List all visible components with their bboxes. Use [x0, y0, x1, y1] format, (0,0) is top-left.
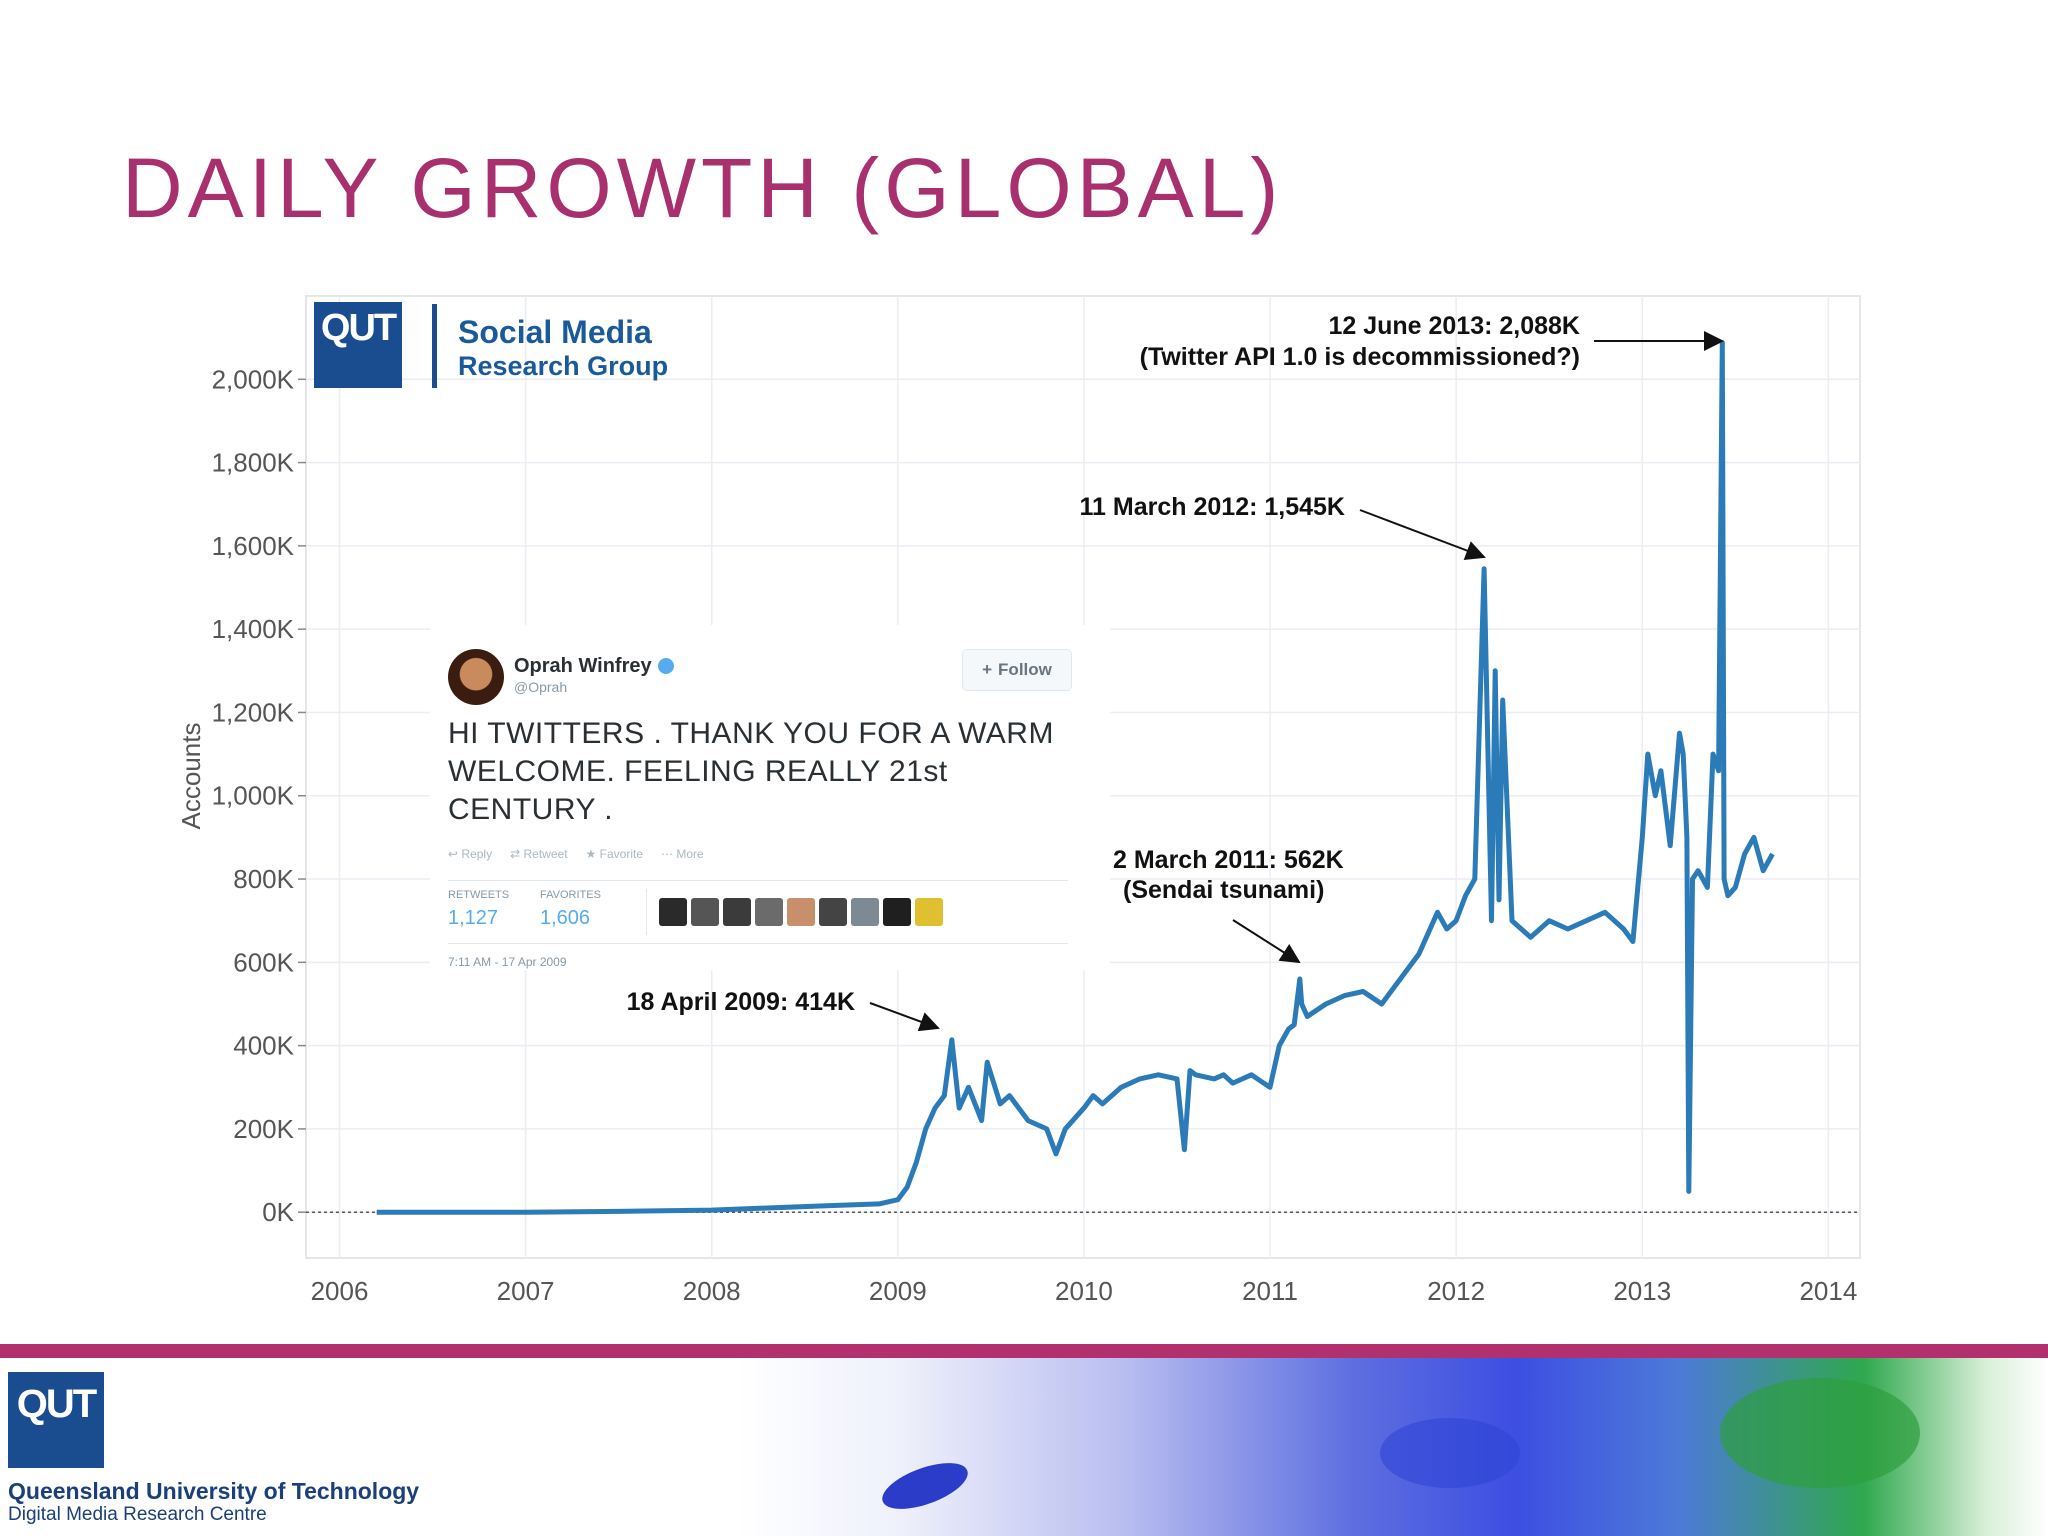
logo-divider: [432, 304, 437, 388]
avatar[interactable]: [691, 898, 719, 926]
logo-line1: Social Media: [458, 314, 652, 350]
follow-button[interactable]: + Follow: [962, 649, 1072, 691]
x-tick-label: 2008: [683, 1276, 741, 1306]
follow-icon: +: [982, 660, 993, 679]
y-tick-label: 600K: [233, 947, 294, 977]
avatar: [448, 649, 504, 705]
more-action[interactable]: ⋯ More: [661, 847, 704, 861]
footer-accent-bar: [0, 1344, 2048, 1358]
x-tick-label: 2014: [1799, 1276, 1857, 1306]
annotations: 12 June 2013: 2,088K (Twitter API 1.0 is…: [627, 312, 1580, 1016]
verified-icon: [657, 658, 674, 674]
x-axis-ticks: 2006 2007 2008 2009 2010 2011 2012 2013 2014: [311, 1276, 1858, 1306]
footer: QUT Queensland University of Technology …: [0, 1358, 2048, 1536]
y-axis-label: Accounts: [176, 723, 206, 830]
avatar[interactable]: [723, 898, 751, 926]
y-tick-label: 2,000K: [212, 364, 295, 394]
x-tick-label: 2007: [497, 1276, 555, 1306]
university-name: Queensland University of Technology: [8, 1478, 420, 1504]
star-icon: ★: [585, 847, 597, 861]
y-tick-label: 1,400K: [212, 614, 295, 644]
avatar[interactable]: [915, 898, 943, 926]
tweet-stats: RETWEETS 1,127 FAVORITES 1,606: [448, 880, 1068, 944]
tweet-author-name: Oprah Winfrey: [514, 655, 652, 677]
y-tick-label: 400K: [233, 1031, 294, 1061]
research-centre-name: Digital Media Research Centre: [8, 1504, 267, 1525]
x-tick-label: 2010: [1055, 1276, 1113, 1306]
retweet-action[interactable]: ⇄ Retweet: [510, 847, 567, 861]
follow-label: Follow: [998, 660, 1052, 679]
favorite-label: Favorite: [599, 847, 643, 861]
annotation-arrows: [869, 331, 1724, 1032]
decorative-splash: [1380, 1418, 1520, 1488]
y-tick-label: 200K: [233, 1114, 294, 1144]
logo-line2: Research Group: [458, 351, 668, 381]
avatar[interactable]: [787, 898, 815, 926]
annotation-2009: 18 April 2009: 414K: [627, 988, 855, 1016]
x-tick-label: 2012: [1427, 1276, 1485, 1306]
x-tick-label: 2009: [869, 1276, 927, 1306]
retweets-label: RETWEETS: [448, 889, 510, 901]
tweet-actions: ↩ Reply ⇄ Retweet ★ Favorite ⋯ More: [448, 847, 704, 861]
avatar[interactable]: [883, 898, 911, 926]
tweet-author: Oprah Winfrey: [514, 655, 674, 678]
annotation-2011-line2: (Sendai tsunami): [1123, 876, 1324, 904]
x-tick-label: 2006: [311, 1276, 369, 1306]
retweet-icon: ⇄: [510, 847, 521, 861]
annotation-2013-line2: (Twitter API 1.0 is decommissioned?): [1140, 343, 1580, 371]
avatar[interactable]: [659, 898, 687, 926]
annotation-2012: 11 March 2012: 1,545K: [1080, 493, 1345, 521]
series-line: [376, 340, 1775, 1215]
embedded-tweet: Oprah Winfrey @Oprah + Follow HI TWITTERS…: [430, 625, 1110, 970]
more-label: More: [676, 847, 704, 861]
y-axis-ticks: 0K 200K 400K 600K 800K 1,000K 1,200K 1,400K 1,60…: [212, 364, 306, 1227]
more-icon: ⋯: [661, 847, 673, 861]
y-tick-label: 1,000K: [212, 781, 295, 811]
decorative-splash: [876, 1453, 974, 1519]
y-tick-label: 1,200K: [212, 697, 295, 727]
qut-logo-box: [314, 302, 402, 388]
slide-title: DAILY GROWTH (GLOBAL): [122, 141, 1284, 235]
qut-footer-logo: QUT: [8, 1372, 104, 1468]
avatar[interactable]: [755, 898, 783, 926]
y-tick-label: 0K: [262, 1197, 294, 1227]
retweets-count[interactable]: 1,127: [448, 907, 499, 929]
decorative-splash: [1720, 1378, 1920, 1488]
reply-icon: ↩: [448, 847, 459, 861]
x-tick-label: 2013: [1613, 1276, 1671, 1306]
avatar[interactable]: [819, 898, 847, 926]
tweet-timestamp[interactable]: 7:11 AM - 17 Apr 2009: [448, 955, 567, 969]
avatar[interactable]: [851, 898, 879, 926]
arrow-2011: [1232, 919, 1301, 964]
annotation-2011-line1: 2 March 2011: 562K: [1113, 846, 1344, 874]
reply-label: Reply: [461, 847, 493, 861]
arrow-2009: [869, 1002, 940, 1032]
y-tick-label: 1,600K: [212, 531, 295, 561]
favorites-count[interactable]: 1,606: [540, 907, 591, 929]
annotation-2013-line1: 12 June 2013: 2,088K: [1328, 312, 1580, 340]
retweet-label: Retweet: [523, 847, 568, 861]
qut-logo-mark: QUT: [321, 307, 397, 349]
tweet-text: HI TWITTERS . THANK YOU FOR A WARM WELCO…: [448, 717, 1054, 826]
favorites-label: FAVORITES: [540, 889, 601, 901]
arrow-2012: [1359, 509, 1486, 560]
favoriter-avatars: [646, 889, 943, 935]
y-tick-label: 800K: [233, 864, 294, 894]
reply-action[interactable]: ↩ Reply: [448, 847, 492, 861]
y-tick-label: 1,800K: [212, 448, 295, 478]
tweet-handle: @Oprah: [514, 679, 568, 695]
favorite-action[interactable]: ★ Favorite: [586, 847, 643, 861]
x-tick-label: 2011: [1242, 1276, 1298, 1306]
